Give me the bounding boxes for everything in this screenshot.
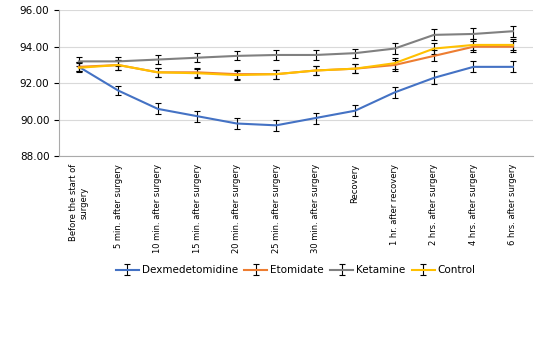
Legend: Dexmedetomidine, Etomidate, Ketamine, Control: Dexmedetomidine, Etomidate, Ketamine, Co… — [112, 261, 480, 279]
